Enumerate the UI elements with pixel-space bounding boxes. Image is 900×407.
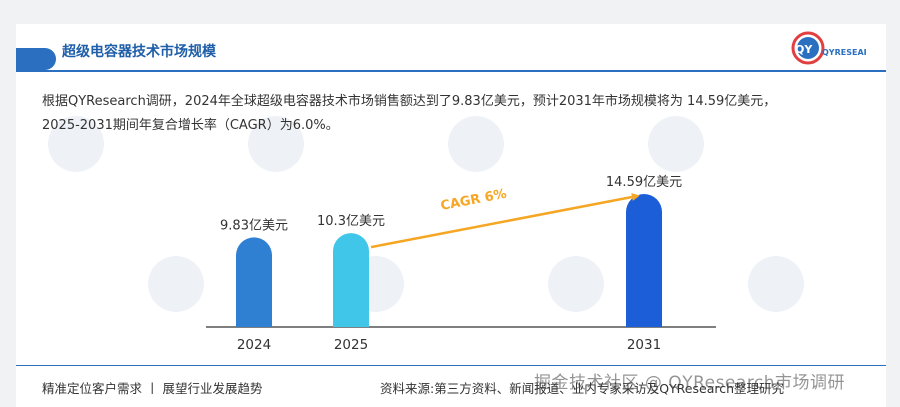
x-tick-label: 2024 xyxy=(237,337,271,353)
header-divider xyxy=(16,70,886,72)
report-card: 超级电容器技术市场规模 QY QYRESEARCH 根据QYResearch调研… xyxy=(16,24,886,407)
data-label: 9.83亿美元 xyxy=(220,218,288,233)
cagr-arrow-line xyxy=(370,195,633,249)
summary-line-1: 根据QYResearch调研，2024年全球超级电容器技术市场销售额达到了9.8… xyxy=(42,94,777,109)
qyresearch-logo: QY QYRESEARCH xyxy=(791,31,866,65)
header-accent xyxy=(16,48,56,70)
footer-divider xyxy=(16,365,886,366)
page-title: 超级电容器技术市场规模 xyxy=(62,44,216,60)
data-label: 10.3亿美元 xyxy=(317,214,385,229)
x-tick-label: 2025 xyxy=(334,337,368,353)
footer-source: 资料来源:第三方资料、新闻报道、业内专家采访及QYResearch整理研究 xyxy=(380,381,785,396)
cagr-arrow-head xyxy=(631,193,640,201)
svg-text:QYRESEARCH: QYRESEARCH xyxy=(822,48,866,57)
svg-text:QY: QY xyxy=(795,43,813,56)
bar xyxy=(626,194,662,327)
summary-line-2: 2025-2031期间年复合增长率（CAGR）为6.0%。 xyxy=(42,118,339,133)
summary-text: 根据QYResearch调研，2024年全球超级电容器技术市场销售额达到了9.8… xyxy=(42,90,872,138)
overlay-watermark: 掘金技术社区 @ QYResearch市场调研 xyxy=(534,373,846,393)
x-tick-label: 2031 xyxy=(627,337,661,353)
bar xyxy=(236,237,272,327)
bar xyxy=(333,233,369,327)
cagr-annotation: CAGR 6% xyxy=(439,187,508,214)
data-label: 14.59亿美元 xyxy=(606,175,682,190)
market-size-chart: 9.83亿美元 2024 10.3亿美元 2025 14.59亿美元 2031 CAGR 6… xyxy=(206,175,716,353)
footer-slogan: 精准定位客户需求 丨 展望行业发展趋势 xyxy=(42,381,263,396)
